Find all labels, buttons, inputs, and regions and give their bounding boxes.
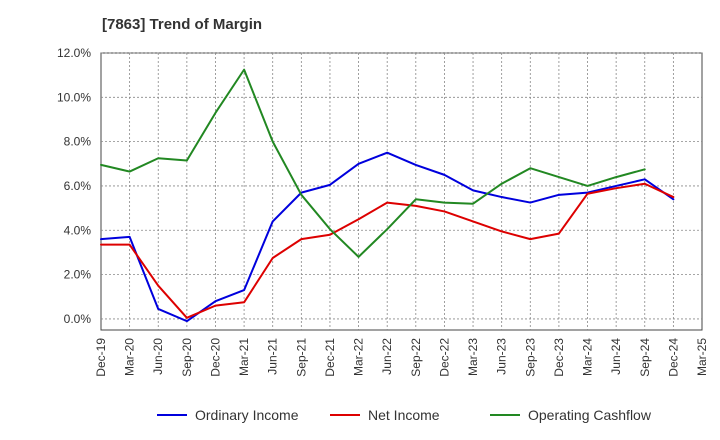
x-tick-label: Mar-24 [581, 338, 595, 376]
legend-layer: Ordinary Income Net Income Operating Cashf… [157, 407, 652, 423]
x-tick-label: Sep-23 [523, 338, 537, 377]
y-tick-label: 10.0% [57, 90, 91, 104]
plot-frame [100, 52, 703, 331]
legend-label-operating-cashflow: Operating Cashflow [528, 407, 652, 423]
series-line-net-income [100, 182, 675, 319]
x-tick-label: Mar-22 [352, 338, 366, 376]
x-tick-label: Jun-21 [266, 338, 280, 375]
x-tick-label: Jun-20 [151, 338, 165, 375]
x-tick-label: Dec-23 [552, 338, 566, 377]
axis-layer: 0.0% 2.0% 4.0% 6.0% 8.0% 10.0% 12.0% Dec-19 Mar-… [57, 46, 709, 377]
chart-title: [7863] Trend of Margin [102, 16, 263, 33]
y-tick-label: 4.0% [64, 223, 92, 237]
grid-layer [100, 52, 703, 331]
x-tick-label: Sep-22 [409, 338, 423, 377]
x-tick-label: Dec-22 [437, 338, 451, 377]
series-line-operating-cashflow [100, 68, 646, 258]
y-tick-label: 2.0% [64, 268, 92, 282]
y-tick-label: 6.0% [64, 179, 92, 193]
x-tick-label: Mar-23 [466, 338, 480, 376]
x-tick-label: Mar-25 [695, 338, 709, 376]
x-tick-label: Dec-20 [208, 338, 222, 377]
x-tick-label: Dec-24 [666, 338, 680, 377]
y-tick-label: 0.0% [64, 312, 92, 326]
legend-label-ordinary-income: Ordinary Income [195, 407, 299, 423]
x-tick-label: Dec-19 [94, 338, 108, 377]
x-tick-label: Dec-21 [323, 338, 337, 377]
x-tick-label: Jun-24 [609, 338, 623, 375]
y-tick-label: 8.0% [64, 135, 92, 149]
x-tick-label: Jun-23 [495, 338, 509, 375]
x-tick-label: Sep-20 [180, 338, 194, 377]
x-tick-label: Sep-24 [638, 338, 652, 377]
x-tick-label: Jun-22 [380, 338, 394, 375]
x-tick-label: Sep-21 [294, 338, 308, 377]
x-tick-label: Mar-21 [237, 338, 251, 376]
series-layer [100, 68, 675, 323]
x-tick-label: Mar-20 [123, 338, 137, 376]
y-tick-label: 12.0% [57, 46, 91, 60]
legend-label-net-income: Net Income [368, 407, 440, 423]
